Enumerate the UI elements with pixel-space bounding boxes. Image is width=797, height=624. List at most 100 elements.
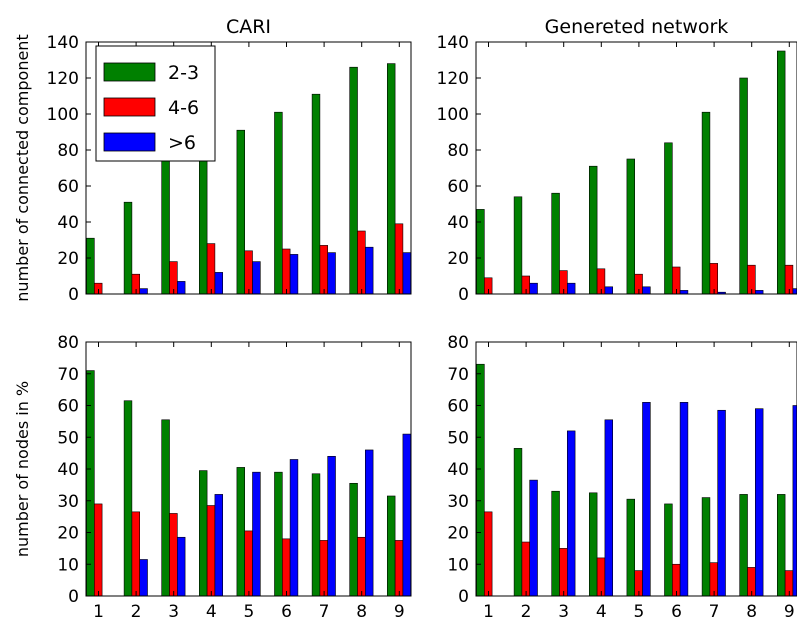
chart-title: Genereted network [545,16,729,38]
bar-4-6-8 [747,264,756,294]
bar-4-6-7 [319,540,328,596]
bar-4-6-3 [559,548,568,596]
bar-2-3-4 [588,165,598,294]
bar-6-7 [717,291,726,294]
bar-2-3-5 [626,498,636,596]
y-tick-label: 0 [458,587,469,607]
bar-6-2 [529,282,538,294]
x-tick-label: 2 [521,602,532,622]
bar-4-6-4 [206,243,216,294]
bar-6-5 [252,261,261,294]
chart-panel-1: 0 20 40 60 80 100 120 140 CARI number of connecte… [13,16,412,305]
bar-4-6-8 [357,230,366,294]
bar-4-6-6 [671,266,681,294]
x-tick-label: 3 [168,602,179,622]
bar-6-2 [139,559,148,596]
x-tick-label: 5 [243,602,254,622]
bar-4-6-3 [559,270,568,294]
x-tick-label: 7 [319,602,330,622]
bar-2-3-6 [274,111,283,294]
bar-4-6-3 [169,261,178,294]
bar-2-3-7 [701,111,711,294]
y-axis-label: number of connected component [13,34,32,301]
bar-4-6-5 [634,273,643,294]
bar-2-3-1 [476,363,485,596]
bar-2-3-8 [739,77,748,294]
bar-4-6-8 [357,536,366,596]
y-tick-label: 100 [437,105,469,125]
bar-2-3-4 [588,492,598,596]
bar-2-3-2 [123,201,133,294]
y-tick-label: 20 [57,524,79,544]
bar-6-4 [604,286,614,294]
bar-6-8 [364,246,374,294]
y-tick-label: 20 [57,249,79,269]
bar-6-5 [642,286,651,294]
y-tick-label: 20 [447,524,469,544]
bar-4-6-5 [244,250,253,294]
y-tick-label: 60 [447,397,469,417]
bar-4-6-7 [709,562,719,596]
y-tick-label: 40 [447,460,469,480]
y-tick-label: 30 [57,492,79,512]
bar-4-6-4 [596,557,606,596]
y-tick-label: 30 [447,492,469,512]
bar-4-6-7 [319,245,328,294]
bar-6-9 [402,252,411,294]
bars [86,370,411,596]
x-tick-label: 9 [394,602,405,622]
legend-swatch-2-3 [103,62,156,82]
bar-6-6 [679,290,689,294]
bar-4-6-3 [169,513,178,596]
x-tick-label: 5 [633,602,644,622]
y-tick-label: 80 [57,333,79,353]
bar-2-3-9 [386,495,396,596]
bar-6-9 [402,433,411,596]
bar-4-6-2 [521,541,531,596]
y-tick-label: 50 [447,428,469,448]
bar-2-3-2 [123,400,133,596]
bar-2-3-8 [349,66,358,294]
y-tick-label: 100 [47,105,79,125]
x-tick-label: 9 [784,602,795,622]
bar-2-3-1 [86,370,95,596]
bar-2-3-2 [513,196,523,294]
y-tick-label: 80 [57,141,79,161]
legend-swatch-6 [103,132,156,152]
bar-6-7 [717,409,726,596]
bar-4-6-2 [131,273,140,294]
bar-6-6 [289,459,299,596]
bar-2-3-6 [274,471,283,596]
y-tick-label: 120 [437,69,469,89]
y-tick-label: 40 [57,460,79,480]
y-tick-label: 80 [447,333,469,353]
x-tick-label: 6 [281,602,292,622]
bar-6-9 [792,405,797,596]
bar-2-3-4 [199,151,208,294]
bar-6-6 [289,254,299,294]
x-tick-label: 3 [558,602,569,622]
y-tick-label: 20 [447,249,469,269]
y-tick-label: 70 [57,365,79,385]
bar-6-4 [604,419,614,596]
bar-2-3-7 [311,93,321,294]
bar-6-3 [177,536,186,596]
chart-panel-4: 0 10 20 30 40 50 60 70 80 1 2 3 4 5 6 7 8 9 [447,333,797,622]
bar-2-3-9 [776,494,786,596]
bar-6-8 [754,408,764,596]
y-tick-label: 80 [447,141,469,161]
x-tick-label: 7 [709,602,720,622]
bar-4-6-9 [784,264,794,294]
bar-6-2 [139,288,148,294]
legend: 2-3 4-6 >6 [95,45,216,162]
bar-6-5 [252,471,261,596]
chart-panel-3: 0 10 20 30 40 50 60 70 80 1 2 3 4 5 6 7 8 9 number of node… [13,333,412,622]
x-tick-label: 6 [671,602,682,622]
y-tick-label: 60 [57,177,79,197]
bar-2-3-3 [161,151,170,294]
bar-2-3-5 [236,129,245,294]
bar-4-6-9 [394,540,404,596]
bar-4-6-1 [483,511,493,596]
bar-2-3-8 [739,494,748,596]
bars [476,50,797,294]
